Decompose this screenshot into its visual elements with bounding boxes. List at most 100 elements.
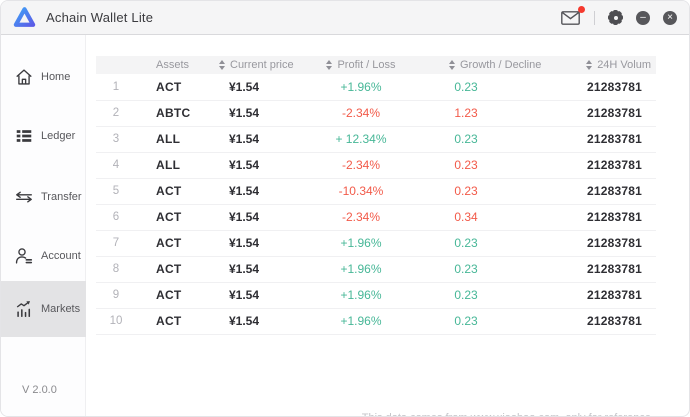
achain-logo-icon [13,7,36,27]
profit-loss: -10.34% [338,184,384,198]
growth-decline: 0.23 [454,262,478,276]
col-24h-volume[interactable]: 24H Volum [521,56,656,74]
settings-button[interactable] [608,10,623,25]
growth-decline: 0.23 [454,184,478,198]
col-label: Profit / Loss [337,59,396,71]
asset-name: ABTC [156,106,191,120]
table-row[interactable]: 2 ABTC ¥1.54 -2.34% 1.23 21283781 [96,100,656,126]
sort-icon [326,60,333,71]
data-source-note: This data comes from www.xiaohao.com, on… [96,412,656,416]
mail-button[interactable] [561,5,585,26]
table-header: Assets Current price Profit / Loss Growt… [96,56,656,74]
version-label: V 2.0.0 [22,384,57,396]
profit-loss: +1.96% [340,236,382,250]
sidebar-item-account[interactable]: Account [1,240,86,272]
profit-loss: -2.34% [341,106,381,120]
window-controls: – × [561,5,677,26]
growth-decline: 0.23 [454,314,478,328]
table-row[interactable]: 10 ACT ¥1.54 +1.96% 0.23 21283781 [96,308,656,334]
table-row[interactable]: 4 ALL ¥1.54 -2.34% 0.23 21283781 [96,152,656,178]
row-index: 3 [112,133,120,145]
volume-24h: 21283781 [587,288,642,302]
asset-name: ACT [156,184,182,198]
sidebar-item-label: Markets [41,303,81,315]
row-index: 4 [112,159,120,171]
profit-loss: + 12.34% [335,132,387,146]
volume-24h: 21283781 [587,314,642,328]
table-row[interactable]: 6 ACT ¥1.54 -2.34% 0.34 21283781 [96,204,656,230]
profit-loss: +1.96% [340,262,382,276]
row-index: 6 [112,211,120,223]
volume-24h: 21283781 [587,158,642,172]
col-assets: Assets [136,56,219,74]
sort-icon [449,60,455,71]
sidebar-item-ledger[interactable]: Ledger [1,120,86,152]
col-label: Growth / Decline [460,59,542,71]
sort-icon [586,60,593,71]
gear-icon [613,15,618,20]
growth-decline: 1.23 [454,106,478,120]
sidebar-item-transfer[interactable]: Transfer [1,181,86,213]
sidebar-item-label: Home [41,71,71,83]
sidebar-item-label: Transfer [41,191,82,203]
current-price: ¥1.54 [229,288,260,302]
col-label: Current price [230,59,294,71]
asset-name: ACT [156,210,182,224]
brand: Achain Wallet Lite [13,6,153,29]
asset-name: ACT [156,288,182,302]
sidebar-item-markets[interactable]: Markets [1,281,86,337]
row-index: 2 [112,107,120,119]
current-price: ¥1.54 [229,210,260,224]
current-price: ¥1.54 [229,314,260,328]
growth-decline: 0.23 [454,158,478,172]
app-title: Achain Wallet Lite [46,10,154,25]
growth-decline: 0.34 [454,210,478,224]
markets-panel: Assets Current price Profit / Loss Growt… [86,35,689,416]
volume-24h: 21283781 [587,184,642,198]
profit-loss: +1.96% [340,288,382,302]
col-growth-decline[interactable]: Growth / Decline [411,56,541,74]
table-row[interactable]: 9 ACT ¥1.54 +1.96% 0.23 21283781 [96,282,656,308]
sidebar: Home Ledger [1,35,86,416]
titlebar: Achain Wallet Lite – × [1,1,689,35]
profit-loss: +1.96% [340,314,382,328]
growth-decline: 0.23 [454,79,478,94]
row-index: 7 [112,237,120,249]
controls-divider [594,10,595,25]
table-row[interactable]: 3 ALL ¥1.54 + 12.34% 0.23 21283781 [96,126,656,152]
sidebar-item-home[interactable]: Home [1,61,86,93]
table-row[interactable]: 7 ACT ¥1.54 +1.96% 0.23 21283781 [96,230,656,256]
current-price: ¥1.54 [229,132,260,146]
profit-loss: -2.34% [341,210,381,224]
table-row[interactable]: 8 ACT ¥1.54 +1.96% 0.23 21283781 [96,256,656,282]
current-price: ¥1.54 [229,236,260,250]
table-row[interactable]: 1 ACT ¥1.54 +1.96% 0.23 21283781 [96,74,656,100]
current-price: ¥1.54 [229,158,260,172]
asset-name: ALL [156,132,181,146]
mail-icon [561,10,580,25]
col-index [96,56,136,74]
volume-24h: 21283781 [587,79,642,94]
markets-table: Assets Current price Profit / Loss Growt… [96,56,656,335]
table-body: 1 ACT ¥1.54 +1.96% 0.23 21283781 2 ABTC … [96,74,656,334]
table-row[interactable]: 5 ACT ¥1.54 -10.34% 0.23 21283781 [96,178,656,204]
col-profit-loss[interactable]: Profit / Loss [311,56,411,74]
ledger-list-icon [16,130,32,142]
sort-icon [219,60,225,71]
sidebar-item-label: Account [41,250,81,262]
profit-loss: +1.96% [340,79,382,94]
volume-24h: 21283781 [587,210,642,224]
transfer-arrows-icon [16,191,32,203]
col-current-price[interactable]: Current price [219,56,311,74]
asset-name: ACT [156,314,182,328]
notification-dot [578,5,585,13]
growth-decline: 0.23 [454,132,478,146]
home-icon [16,69,32,85]
close-button[interactable]: × [663,10,677,25]
minimize-button[interactable]: – [636,10,650,25]
asset-name: ACT [156,262,182,276]
col-label: Assets [156,59,190,71]
volume-24h: 21283781 [587,236,642,250]
row-index: 1 [112,80,120,93]
